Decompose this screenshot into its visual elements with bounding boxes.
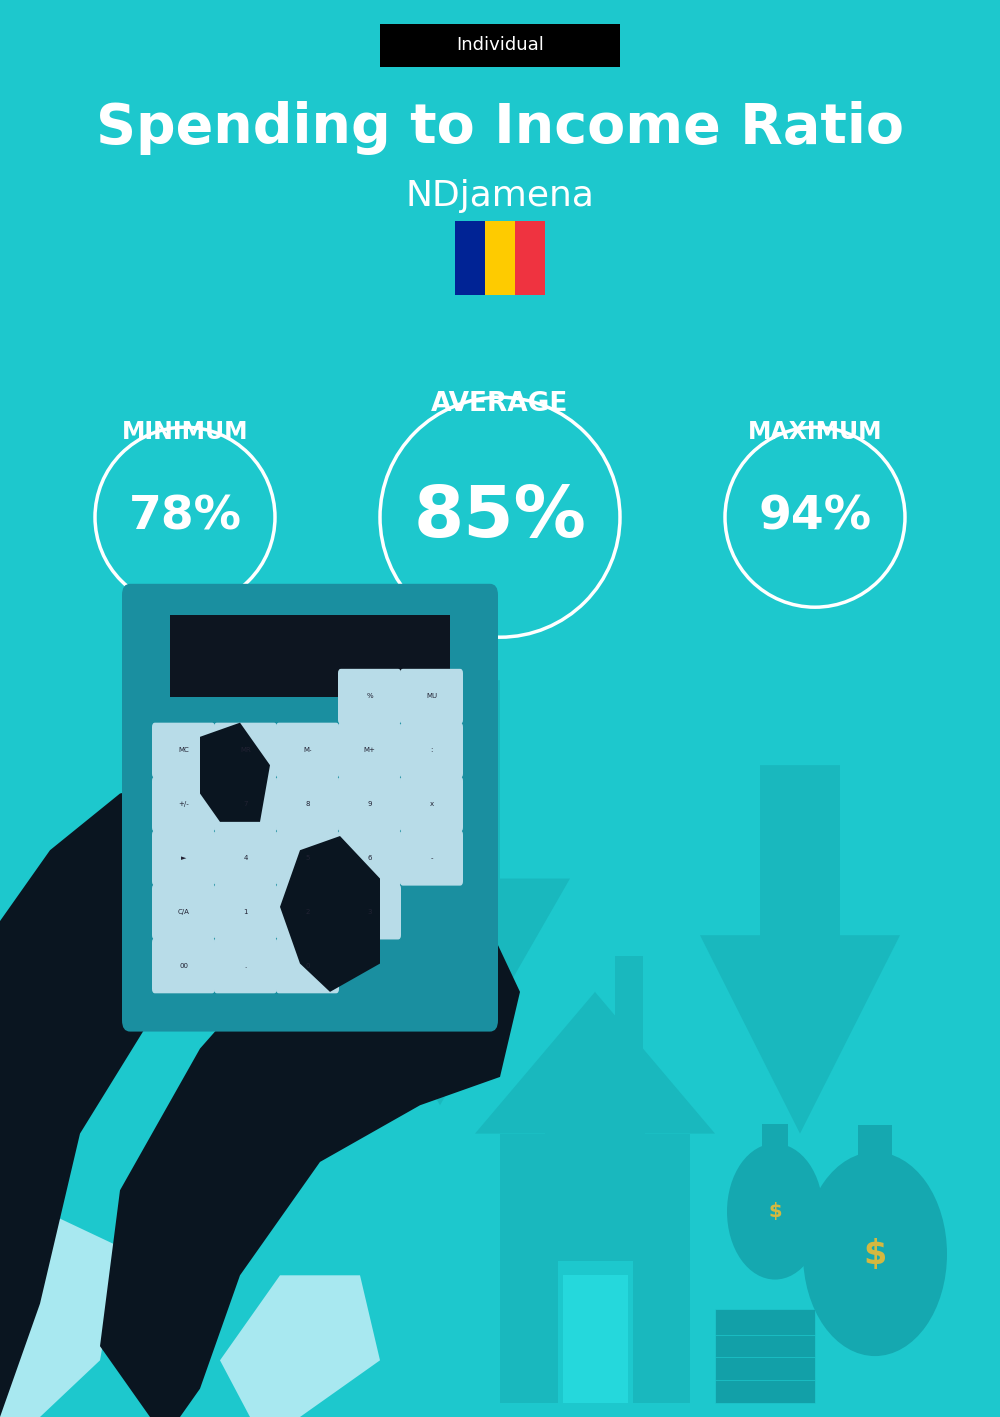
Polygon shape [220,1275,380,1417]
Polygon shape [500,1077,690,1403]
Polygon shape [310,680,570,1105]
Text: 5: 5 [305,854,310,862]
Polygon shape [700,765,900,1134]
FancyBboxPatch shape [122,584,498,1032]
FancyBboxPatch shape [715,1377,815,1403]
Polygon shape [200,723,270,822]
Text: 3: 3 [367,908,372,915]
FancyBboxPatch shape [338,884,401,939]
FancyBboxPatch shape [380,24,620,67]
Text: Individual: Individual [456,37,544,54]
FancyBboxPatch shape [152,830,215,886]
Text: 6: 6 [367,854,372,862]
Text: -: - [430,854,433,862]
FancyBboxPatch shape [214,777,277,832]
Text: 1: 1 [243,908,248,915]
Text: 8: 8 [305,801,310,808]
FancyBboxPatch shape [515,221,545,295]
Text: 9: 9 [367,801,372,808]
FancyBboxPatch shape [214,723,277,778]
FancyBboxPatch shape [170,615,450,697]
Text: 2: 2 [305,908,310,915]
FancyBboxPatch shape [338,830,401,886]
FancyBboxPatch shape [400,723,463,778]
Text: x: x [429,801,434,808]
Text: NDjamena: NDjamena [406,179,594,213]
Polygon shape [0,779,250,1417]
Text: %: % [366,693,373,700]
FancyBboxPatch shape [214,884,277,939]
Text: 4: 4 [243,854,248,862]
FancyBboxPatch shape [276,723,339,778]
FancyBboxPatch shape [276,777,339,832]
Text: 00: 00 [179,962,188,969]
Text: AVERAGE: AVERAGE [431,391,569,417]
Text: +/-: +/- [178,801,189,808]
FancyBboxPatch shape [558,1261,633,1403]
FancyBboxPatch shape [715,1309,815,1335]
FancyBboxPatch shape [563,1275,628,1403]
FancyBboxPatch shape [485,221,515,295]
FancyBboxPatch shape [276,938,339,993]
Text: 78%: 78% [128,495,242,540]
Text: 0: 0 [305,962,310,969]
Polygon shape [100,879,520,1417]
FancyBboxPatch shape [400,830,463,886]
FancyBboxPatch shape [276,830,339,886]
Text: MAXIMUM: MAXIMUM [748,421,882,444]
FancyBboxPatch shape [152,938,215,993]
Text: C/A: C/A [178,908,189,915]
Text: :: : [430,747,433,754]
Polygon shape [475,992,715,1134]
FancyBboxPatch shape [152,723,215,778]
FancyBboxPatch shape [715,1355,815,1380]
FancyBboxPatch shape [858,1125,892,1165]
FancyBboxPatch shape [762,1124,788,1155]
Text: Spending to Income Ratio: Spending to Income Ratio [96,101,904,154]
Text: .: . [244,962,247,969]
Text: M+: M+ [364,747,375,754]
Text: $: $ [863,1237,887,1271]
FancyBboxPatch shape [400,777,463,832]
FancyBboxPatch shape [276,884,339,939]
FancyBboxPatch shape [338,777,401,832]
Text: M-: M- [303,747,312,754]
FancyBboxPatch shape [214,830,277,886]
Text: MINIMUM: MINIMUM [122,421,248,444]
FancyBboxPatch shape [338,723,401,778]
FancyBboxPatch shape [152,777,215,832]
Circle shape [727,1144,823,1280]
Text: ►: ► [181,854,186,862]
Polygon shape [0,1219,120,1417]
Text: $: $ [768,1202,782,1221]
Text: 94%: 94% [758,495,872,540]
FancyBboxPatch shape [338,669,401,724]
FancyBboxPatch shape [715,1332,815,1357]
FancyBboxPatch shape [455,221,485,295]
Text: MC: MC [178,747,189,754]
FancyBboxPatch shape [400,669,463,724]
Text: MU: MU [426,693,437,700]
Polygon shape [280,836,380,992]
FancyBboxPatch shape [615,956,643,1049]
FancyBboxPatch shape [214,938,277,993]
Text: MR: MR [240,747,251,754]
Text: 7: 7 [243,801,248,808]
Text: 85%: 85% [414,483,586,551]
FancyBboxPatch shape [152,884,215,939]
Circle shape [803,1152,947,1356]
